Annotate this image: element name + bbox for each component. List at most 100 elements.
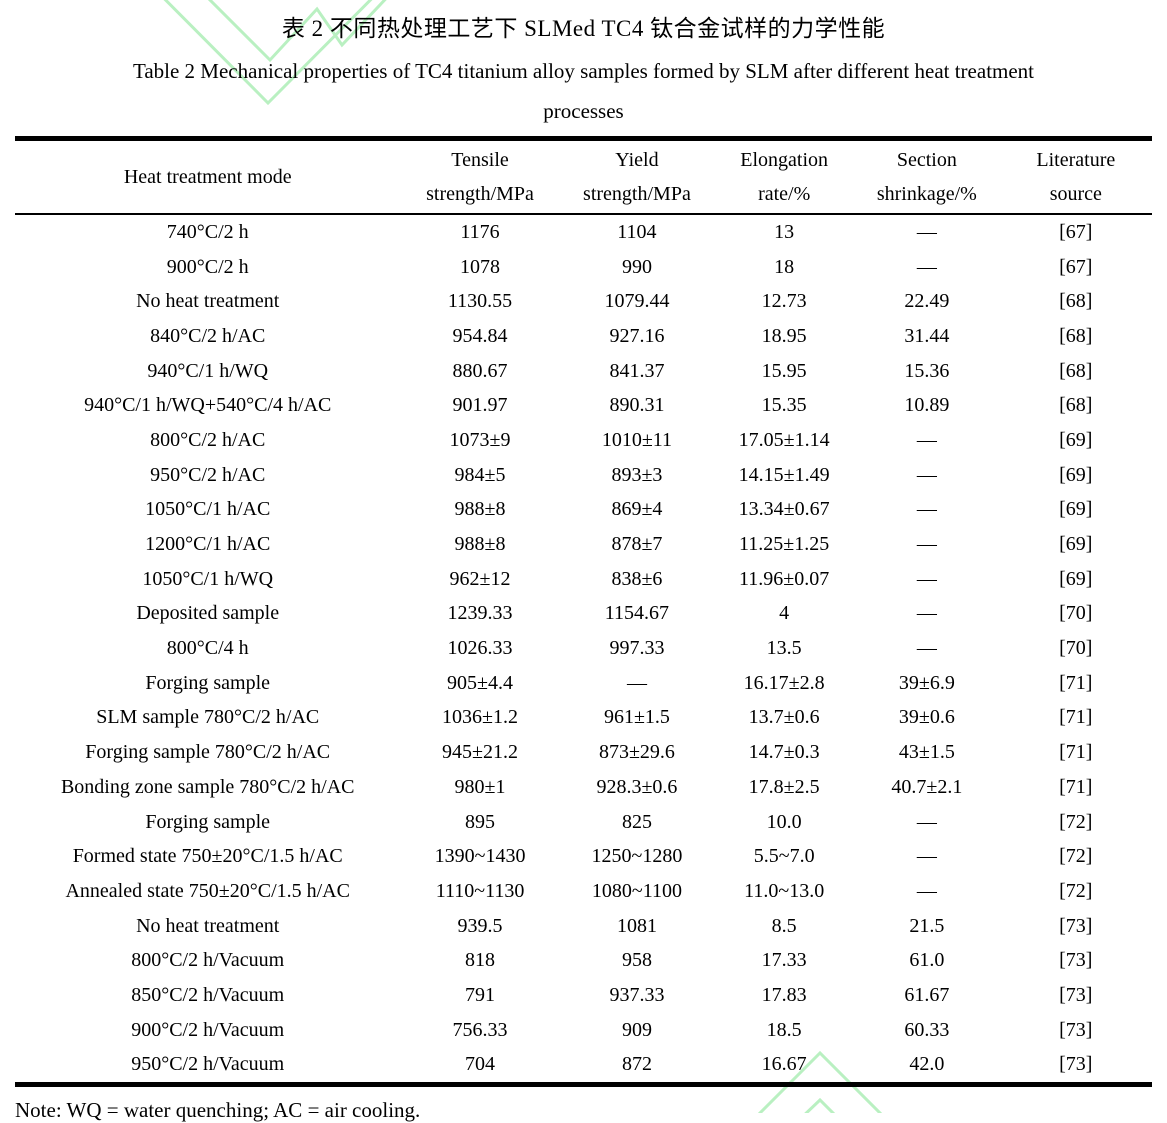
table-cell: 954.84	[452, 324, 508, 347]
table-cell: 1250~1280	[591, 845, 683, 868]
table-cell: 17.8±2.5	[748, 775, 820, 798]
table-cell: 60.33	[904, 1018, 950, 1041]
column-header-literature-source: Literature source	[999, 138, 1152, 215]
table-cell: —	[626, 671, 647, 694]
table-cell: 13.34±0.67	[738, 498, 830, 521]
table-cell: 18.5	[766, 1018, 802, 1041]
table-cell: 15.36	[904, 359, 950, 382]
column-header-label: Tensile	[451, 149, 509, 171]
table-cell: 740°C/2 h	[166, 220, 249, 243]
table-row: 1050°C/1 h/WQ 962±12 838±6 11.96±0.07 — [69]	[15, 562, 1152, 597]
table-cell: Formed state 750±20°C/1.5 h/AC	[72, 845, 343, 868]
table-cell: 1036±1.2	[442, 706, 519, 729]
table-cell: 1239.33	[447, 602, 513, 625]
table-cell: 825	[621, 810, 652, 833]
table-cell: —	[916, 220, 937, 243]
table-cell: 997.33	[609, 637, 665, 660]
table-cell: 893±3	[611, 463, 663, 486]
table-row: 950°C/2 h/Vacuum 704 872 16.67 42.0 [73]	[15, 1048, 1152, 1085]
table-cell: 1110~1130	[435, 879, 525, 902]
table-cell: 980±1	[454, 775, 506, 798]
table-cell: 961±1.5	[603, 706, 670, 729]
table-cell: [70]	[1059, 602, 1093, 625]
table-cell: 22.49	[904, 290, 950, 313]
table-cell: [69]	[1059, 498, 1093, 521]
table-cell: Forging sample	[145, 671, 271, 694]
table-cell: 800°C/4 h	[166, 637, 249, 660]
table-cell: —	[916, 879, 937, 902]
column-header-heat-treatment-mode: Heat treatment mode	[15, 138, 401, 215]
table-cell: 850°C/2 h/Vacuum	[131, 983, 285, 1006]
table-cell: 1154.67	[604, 602, 670, 625]
table-cell: 1050°C/1 h/WQ	[142, 567, 274, 590]
column-header-yield-strength: Yield strength/MPa	[559, 138, 715, 215]
table-cell: [69]	[1059, 567, 1093, 590]
table-cell: 940°C/1 h/WQ	[147, 359, 269, 382]
table-caption-english: Table 2 Mechanical properties of TC4 tit…	[0, 51, 1167, 131]
table-cell: [67]	[1059, 220, 1093, 243]
column-header-elongation-rate: Elongation rate/%	[714, 138, 855, 215]
table-cell: [71]	[1059, 775, 1093, 798]
table-cell: [73]	[1059, 1018, 1093, 1041]
table-cell: [73]	[1059, 983, 1093, 1006]
column-header-label: Literature	[1036, 149, 1116, 171]
column-header-label: source	[1049, 183, 1102, 205]
table-row: 900°C/2 h 1078 990 18 — [67]	[15, 250, 1152, 285]
table-cell: 900°C/2 h	[166, 255, 249, 278]
table-header: Heat treatment mode Tensile strength/MPa…	[15, 138, 1152, 215]
table-cell: 1026.33	[447, 637, 513, 660]
column-header-label: Heat treatment mode	[123, 166, 292, 188]
column-header-label: Section	[896, 149, 957, 171]
table-cell: 869±4	[611, 498, 663, 521]
table-row: 800°C/2 h/Vacuum 818 958 17.33 61.0 [73]	[15, 943, 1152, 978]
table-cell: 841.37	[609, 359, 665, 382]
table-cell: 950°C/2 h/Vacuum	[131, 1053, 285, 1076]
table-cell: 909	[621, 1018, 652, 1041]
table-cell: [69]	[1059, 533, 1093, 556]
table-cell: 1200°C/1 h/AC	[145, 533, 271, 556]
table-cell: [71]	[1059, 741, 1093, 764]
table-cell: 14.15±1.49	[738, 463, 830, 486]
table-cell: 939.5	[457, 914, 503, 937]
table-cell: [72]	[1059, 845, 1093, 868]
table-cell: [73]	[1059, 949, 1093, 972]
table-cell: 818	[465, 949, 496, 972]
table-cell: 39±6.9	[898, 671, 955, 694]
table-cell: [68]	[1059, 324, 1093, 347]
table-cell: 10.89	[904, 394, 950, 417]
table-cell: —	[916, 845, 937, 868]
table-cell: 800°C/2 h/AC	[150, 428, 266, 451]
table-cell: —	[916, 637, 937, 660]
table-cell: 945±21.2	[442, 741, 519, 764]
table-row: 940°C/1 h/WQ+540°C/4 h/AC 901.97 890.31 15.…	[15, 388, 1152, 423]
table-cell: 31.44	[904, 324, 950, 347]
table-cell: 1073±9	[449, 428, 511, 451]
table-cell: 61.0	[909, 949, 945, 972]
table-cell: 800°C/2 h/Vacuum	[131, 949, 285, 972]
table-cell: SLM sample 780°C/2 h/AC	[96, 706, 320, 729]
table-row: 850°C/2 h/Vacuum 791 937.33 17.83 61.67 [73]	[15, 978, 1152, 1013]
column-header-tensile-strength: Tensile strength/MPa	[400, 138, 560, 215]
table-cell: 16.67	[761, 1053, 807, 1076]
table-row: 900°C/2 h/Vacuum 756.33 909 18.5 60.33 [73]	[15, 1013, 1152, 1048]
table-cell: 21.5	[909, 914, 945, 937]
table-cell: No heat treatment	[136, 914, 280, 937]
table-cell: 39±0.6	[898, 706, 955, 729]
table-cell: 988±8	[454, 533, 506, 556]
table-row: Formed state 750±20°C/1.5 h/AC 1390~1430 1…	[15, 839, 1152, 874]
table-cell: 61.67	[904, 983, 950, 1006]
table-cell: Annealed state 750±20°C/1.5 h/AC	[65, 879, 350, 902]
column-header-label: strength/MPa	[583, 183, 691, 205]
table-cell: 1079.44	[604, 290, 670, 313]
table-cell: 928.3±0.6	[596, 775, 678, 798]
table-cell: Deposited sample	[136, 602, 280, 625]
table-cell: 838±6	[611, 567, 663, 590]
table-cell: 880.67	[452, 359, 508, 382]
table-body: 740°C/2 h 1176 1104 13 — [67] 900°C/2 h 1078 990…	[15, 214, 1152, 1085]
table-cell: —	[916, 428, 937, 451]
table-cell: —	[916, 602, 937, 625]
table-cell: Forging sample 780°C/2 h/AC	[85, 741, 331, 764]
table-caption-chinese: 表 2 不同热处理工艺下 SLMed TC4 钛合金试样的力学性能	[281, 16, 886, 41]
table-cell: 1390~1430	[434, 845, 526, 868]
